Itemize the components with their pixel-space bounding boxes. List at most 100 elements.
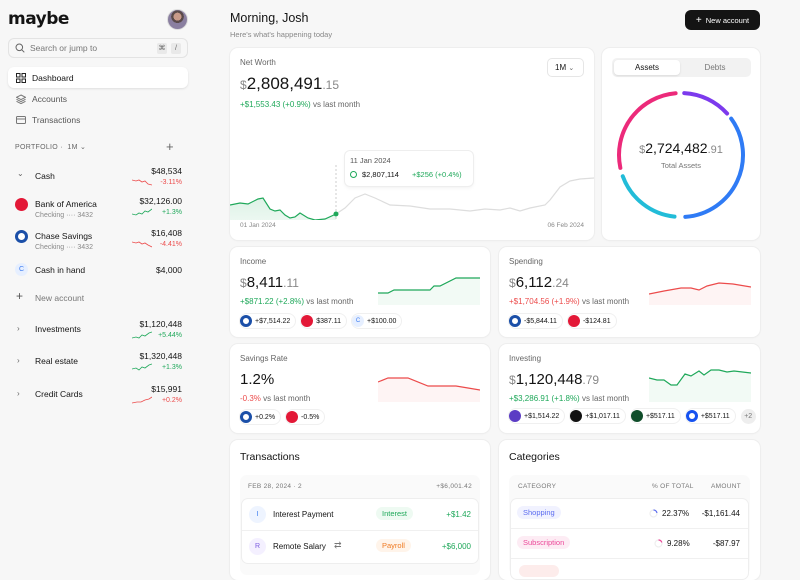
account-logo bbox=[570, 410, 583, 422]
chip-value: -$5,844.11 bbox=[524, 317, 557, 325]
add-account-icon[interactable]: + bbox=[166, 139, 174, 154]
category-row[interactable]: Shopping 22.37% -$1,161.44 bbox=[511, 499, 748, 529]
shortcut-key-slash: / bbox=[171, 43, 181, 54]
sparkline bbox=[132, 331, 152, 339]
account-logo bbox=[509, 315, 521, 327]
account-chip[interactable]: C +$100.00 bbox=[352, 314, 401, 328]
donut-segment[interactable] bbox=[683, 116, 745, 219]
account-chip[interactable]: -$124.81 bbox=[567, 314, 616, 328]
shortcut-key-cmd: ⌘ bbox=[157, 43, 167, 54]
nav-dashboard[interactable]: Dashboard bbox=[8, 67, 188, 88]
account-chip[interactable]: $387.11 bbox=[301, 314, 346, 328]
category-row[interactable]: Subscription 9.28% -$87.97 bbox=[511, 529, 748, 559]
group-change: +1.3% bbox=[161, 364, 182, 371]
chevron-down-icon: ⌄ bbox=[80, 144, 87, 151]
transaction-avatar: I bbox=[249, 506, 266, 523]
chevron-right-icon: › bbox=[17, 324, 20, 333]
group-change: -3.11% bbox=[160, 179, 182, 186]
new-account-link[interactable]: + New account bbox=[15, 289, 182, 306]
account-chip[interactable]: +$517.11 bbox=[685, 409, 735, 423]
chip-value: +$517.11 bbox=[645, 412, 675, 420]
search-input[interactable]: Search or jump to ⌘ / bbox=[8, 38, 188, 58]
period-select[interactable]: 1M ⌄ bbox=[547, 58, 584, 77]
transaction-list: I Interest Payment Interest +$1.42 R Rem… bbox=[242, 499, 478, 563]
account-chip[interactable]: +$7,514.22 bbox=[240, 314, 295, 328]
nav-accounts[interactable]: Accounts bbox=[8, 88, 188, 109]
tab-debts[interactable]: Debts bbox=[704, 63, 726, 72]
card-label: Savings Rate bbox=[240, 354, 288, 363]
new-account-button[interactable]: + New account bbox=[685, 10, 760, 30]
ring-fill bbox=[654, 539, 663, 548]
account-chip[interactable]: +$1,017.11 bbox=[570, 409, 625, 423]
group-label: Investments bbox=[35, 324, 81, 334]
transaction-row[interactable]: I Interest Payment Interest +$1.42 bbox=[242, 499, 478, 531]
more-accounts-badge[interactable]: +2 bbox=[740, 409, 756, 424]
account-group-investments[interactable]: › Investments $1,120,448 +5.44% bbox=[15, 319, 182, 347]
category-badge[interactable]: Subscription bbox=[517, 536, 571, 549]
whole: 2,724,482 bbox=[645, 140, 708, 156]
tooltip-date: 11 Jan 2024 bbox=[350, 156, 391, 165]
account-logo bbox=[240, 315, 252, 327]
chip-value: +$100.00 bbox=[367, 317, 397, 325]
avatar[interactable] bbox=[167, 9, 188, 30]
category-badge[interactable]: Interest bbox=[376, 507, 414, 520]
income-card: Income $8,411.11 +$871.22 (+2.8%) vs las… bbox=[230, 247, 490, 337]
investing-sparkline bbox=[649, 369, 751, 402]
investing-change: +$3,286.91 (+1.8%) vs last month bbox=[509, 394, 629, 403]
transaction-row[interactable]: R Remote Salary ⇄ Payroll +$6,000 bbox=[242, 531, 478, 563]
group-label: Credit Cards bbox=[35, 389, 83, 399]
account-logo: C bbox=[352, 315, 365, 327]
account-group-cash[interactable]: ⌄ Cash $48,534 -3.11% bbox=[15, 166, 182, 194]
savings-sparkline bbox=[378, 377, 480, 402]
account-group-real-estate[interactable]: › Real estate $1,320,448 +1.3% bbox=[15, 351, 182, 379]
account-group-credit-cards[interactable]: › Credit Cards $15,991 +0.2% bbox=[15, 384, 182, 412]
savings-chips: +0.2% -0.5% bbox=[240, 410, 324, 424]
period-select[interactable]: 1M bbox=[67, 144, 78, 151]
vs-label: vs last month bbox=[581, 297, 630, 306]
group-label: Cash bbox=[35, 171, 55, 181]
plus-icon: + bbox=[16, 289, 24, 303]
chip-value: -0.5% bbox=[301, 413, 320, 421]
transaction-group: FEB 28, 2024 · 2 +$6,001.42 I Interest P… bbox=[240, 475, 480, 575]
donut-segment[interactable] bbox=[617, 91, 678, 170]
chevron-down-icon: ⌄ bbox=[568, 65, 575, 72]
account-chip[interactable]: -$5,844.11 bbox=[509, 314, 562, 328]
donut-segment[interactable] bbox=[620, 174, 677, 219]
column-header: CATEGORY bbox=[518, 483, 557, 490]
total-assets-label: Total Assets bbox=[660, 161, 702, 170]
account-chip[interactable]: +$1,514.22 bbox=[509, 409, 564, 423]
category-badge[interactable]: Payroll bbox=[376, 539, 411, 552]
account-logo bbox=[509, 410, 521, 422]
account-change: +1.3% bbox=[161, 209, 182, 216]
decimal: .79 bbox=[582, 373, 600, 387]
account-chip[interactable]: -0.5% bbox=[286, 410, 324, 424]
button-label: New account bbox=[705, 15, 750, 25]
account-cash-in-hand[interactable]: C Cash in hand $4,000 bbox=[15, 263, 182, 291]
whole: 2,808,491 bbox=[246, 74, 323, 93]
decimal: .91 bbox=[707, 144, 723, 156]
transaction-amount: +$1.42 bbox=[446, 510, 471, 519]
donut-segment[interactable] bbox=[682, 91, 730, 116]
new-account-label: New account bbox=[35, 293, 85, 303]
account-chip[interactable]: +$517.11 bbox=[630, 409, 680, 423]
maybe-logo[interactable]: maybe bbox=[8, 9, 69, 29]
plus-icon: + bbox=[695, 14, 702, 26]
account-chip[interactable]: +0.2% bbox=[240, 410, 280, 424]
tab-assets[interactable]: Assets bbox=[614, 60, 680, 75]
account-chase-savings[interactable]: Chase Savings Checking ···· 3432 $16,408… bbox=[15, 228, 182, 256]
account-bank-of-america[interactable]: Bank of America Checking ···· 3432 $32,1… bbox=[15, 196, 182, 224]
nav-transactions[interactable]: Transactions bbox=[8, 109, 188, 130]
credit-card-icon bbox=[16, 115, 26, 124]
chip-value: +$1,514.22 bbox=[524, 412, 560, 420]
line-past bbox=[230, 197, 337, 220]
account-subtitle: Checking ···· 3432 bbox=[35, 212, 93, 219]
ring-fill bbox=[649, 509, 658, 518]
spending-sparkline bbox=[649, 282, 751, 305]
chase-logo bbox=[15, 230, 28, 243]
date: FEB 28, 2024 bbox=[248, 483, 292, 490]
percent-ring-icon bbox=[654, 539, 663, 548]
greeting: Morning, Josh bbox=[230, 11, 309, 25]
category-badge[interactable]: Shopping bbox=[517, 506, 561, 519]
chevron-right-icon: › bbox=[17, 389, 20, 398]
portfolio-header[interactable]: PORTFOLIO · 1M ⌄ bbox=[15, 143, 86, 151]
